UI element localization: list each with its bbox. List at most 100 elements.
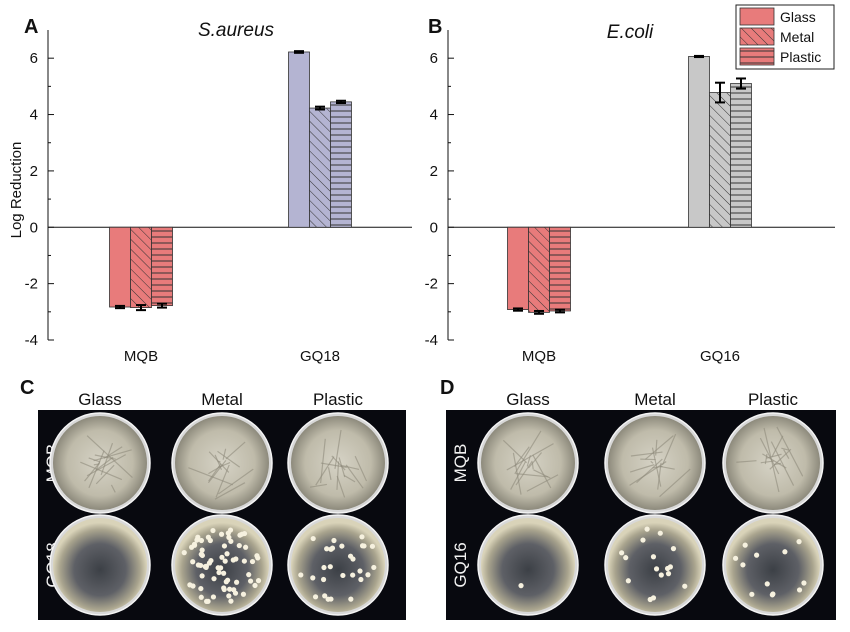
petri-dish: [171, 514, 273, 616]
colony: [255, 578, 262, 584]
clear-agar: [291, 518, 385, 612]
colony: [190, 559, 196, 565]
lawn-streak: [100, 442, 114, 476]
axes-a: -4 -2 0 2 4 6 MQB GQ18: [25, 30, 412, 365]
colony: [619, 550, 625, 556]
colony: [770, 591, 776, 597]
colony: [195, 562, 201, 568]
colony: [228, 598, 234, 604]
lawn-streak: [783, 449, 790, 460]
legend-label: Glass: [780, 9, 816, 25]
photo-panel-c: C GlassMetalPlasticMQBGQ18: [20, 377, 406, 620]
colony: [194, 537, 200, 543]
legend-swatch-hatch: [740, 28, 774, 45]
lawn-streak: [334, 429, 342, 469]
petri-dish: [477, 514, 579, 616]
lawn-streak: [93, 449, 132, 462]
petri-dish: [477, 412, 579, 514]
colony: [623, 555, 629, 561]
colony: [359, 543, 366, 549]
petri-dish: [49, 514, 151, 616]
petri-dish: [604, 412, 706, 514]
colony: [226, 534, 232, 540]
colony: [233, 556, 239, 562]
lawn-streak: [650, 460, 654, 464]
petri-dish: [722, 412, 824, 514]
colony: [228, 538, 234, 544]
colony: [371, 564, 377, 571]
lawn-streak: [336, 475, 346, 498]
bar: [288, 51, 310, 228]
lawn-streak: [95, 464, 115, 485]
colony: [310, 535, 316, 542]
y-tick-label: -4: [425, 332, 438, 349]
colony: [310, 575, 316, 581]
colony: [219, 554, 225, 560]
lawn-streak: [506, 443, 554, 471]
colony: [328, 596, 334, 602]
y-tick-label: -4: [25, 332, 38, 349]
lawn-streak: [532, 454, 552, 489]
lawn-streak: [531, 462, 534, 470]
lawn-streak: [781, 447, 789, 451]
colony: [625, 578, 631, 584]
colony: [347, 553, 354, 559]
lawn-streak: [527, 452, 543, 469]
lawn-streak: [340, 464, 360, 471]
colony: [298, 572, 304, 578]
chart-panel-b: B E.coli -4 -2 0 2 4 6 MQB GQ16 Glass Metal Plast…: [425, 4, 835, 365]
colony: [199, 552, 205, 559]
y-tick-label: 2: [430, 163, 438, 180]
colony: [252, 582, 258, 589]
bar-hatch: [528, 227, 550, 313]
colony: [221, 585, 227, 591]
clear-agar: [481, 518, 575, 612]
colony: [211, 576, 217, 582]
lawn-growth: [608, 416, 702, 510]
lawn-streak: [629, 464, 655, 473]
lawn-streak: [188, 467, 234, 486]
lawn-streak: [110, 484, 116, 493]
colony: [644, 526, 650, 532]
column-header: Glass: [78, 390, 121, 409]
colony: [226, 593, 232, 599]
photo-panel-d: D Glass Metal Plastic MQB GQ16: [440, 377, 836, 620]
colony: [221, 570, 227, 576]
lawn-streak: [636, 458, 663, 484]
colony: [369, 543, 376, 549]
panel-label-b: B: [428, 16, 442, 38]
bar-hatch: [130, 227, 152, 308]
colony: [254, 553, 260, 559]
colony: [218, 531, 225, 537]
legend-label: Plastic: [780, 49, 821, 65]
column-header: Glass: [506, 390, 549, 409]
colony: [202, 564, 208, 570]
lawn-streak: [510, 461, 526, 490]
lawn-streak: [515, 473, 549, 478]
y-tick-label: -2: [25, 276, 38, 293]
clear-agar: [53, 518, 147, 612]
panel-label-d: D: [440, 377, 454, 399]
x-tick-label: GQ18: [300, 348, 340, 365]
colony: [358, 576, 364, 583]
colony: [682, 583, 688, 589]
bar-hatch: [549, 227, 571, 311]
colony: [247, 578, 254, 584]
colony: [658, 572, 664, 578]
colony: [321, 564, 327, 571]
y-tick-label: 0: [430, 219, 438, 236]
lawn-streak: [93, 463, 100, 466]
petri-dish: [604, 514, 706, 616]
lawn-streak: [760, 460, 775, 464]
lawn-streak: [502, 439, 528, 464]
colony: [210, 527, 216, 534]
colony: [640, 537, 646, 543]
lawn-streak: [217, 450, 241, 468]
lawn-streak: [773, 462, 782, 466]
bars-a: [109, 50, 352, 312]
bars-b: [507, 54, 752, 315]
colony: [665, 571, 672, 577]
colony: [246, 572, 252, 578]
bar-hatch: [709, 92, 731, 228]
